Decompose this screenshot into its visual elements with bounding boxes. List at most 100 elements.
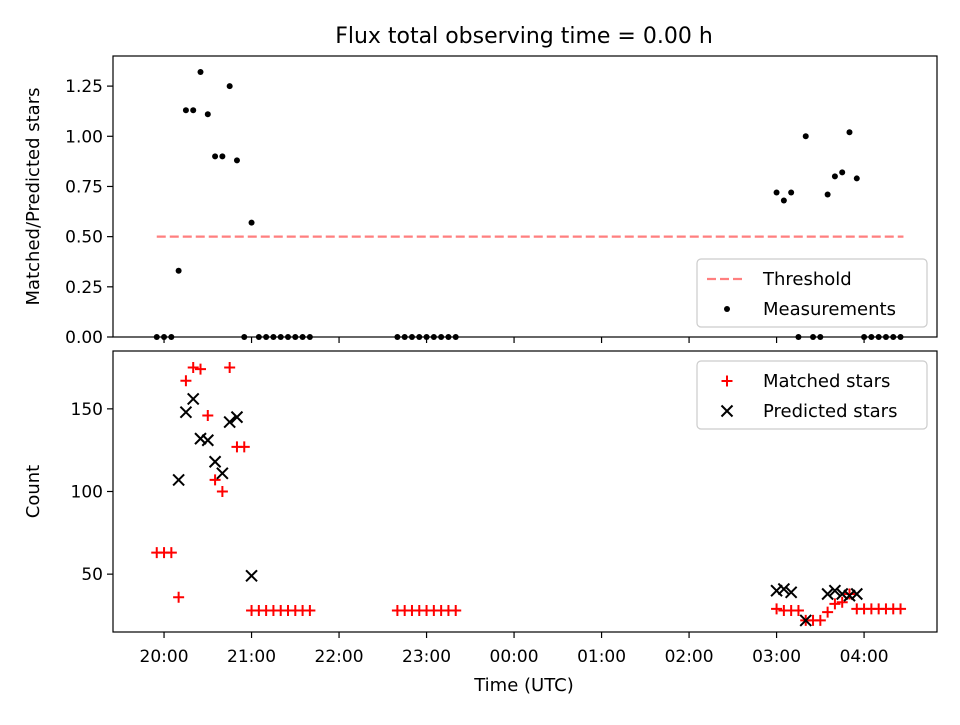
measurement-point [277,334,284,340]
matched-point [195,363,207,375]
matched-point [224,362,236,374]
matched-point [895,603,907,615]
measurement-point [168,334,175,340]
matched-point [238,441,250,453]
measurement-point [853,175,860,182]
measurement-point [255,334,262,340]
y-tick-label: 100 [71,483,103,503]
measurement-point [839,169,846,176]
bottom-axes: 50 100 150 20:00 21:00 22:00 23:00 00:00 01:00 02… [23,350,938,667]
measurement-point [285,334,292,340]
matched-point [187,362,199,374]
legend-measurement-swatch [724,306,730,312]
measurement-point [430,334,437,340]
predicted-point [194,432,207,445]
measurement-point [233,157,240,164]
measurement-point [153,334,160,340]
x-tick-label: 23:00 [402,647,451,667]
matched-point [173,591,185,603]
legend-label: Matched stars [763,371,890,392]
axes-frame [112,55,938,338]
legend: Threshold Measurements [696,258,928,328]
predicted-point [777,582,791,596]
y-axis-label: Matched/Predicted stars [23,88,44,306]
measurement-point [861,334,868,340]
predicted-point [187,392,200,406]
y-tick-label: 1.25 [65,77,103,97]
measurement-point [824,191,831,198]
x-tick-label: 02:00 [665,647,714,667]
predicted-point [172,473,185,487]
measurement-point [423,334,430,340]
matched-point [209,474,221,486]
measurement-point [773,189,780,196]
matched-point [304,605,316,617]
matched-point [180,375,192,387]
legend-matched-swatch [721,375,733,387]
matched-point [216,486,228,497]
y-tick-label: 50 [81,565,103,585]
predicted-point [770,584,783,597]
y-tick-label: 0.00 [65,328,103,348]
matched-point [165,547,177,559]
predicted-point [821,587,834,601]
chart-title: Flux total observing time = 0.00 h [335,24,713,49]
measurement-point [175,267,182,274]
measurement-point [241,334,248,340]
measurement-point [890,334,897,340]
matched-point [450,605,462,617]
measurement-point [452,334,459,340]
x-tick-label: 20:00 [140,647,189,667]
measurement-point [802,133,809,140]
legend-predicted-swatch [720,404,734,418]
y-tick-label: 0.50 [65,228,103,248]
measurement-point [780,197,787,204]
measurement-point [401,334,408,340]
measurement-point [408,334,415,340]
measurement-point [846,129,853,136]
measurement-point [810,334,817,340]
measurement-point [204,111,211,118]
measurement-point [270,334,277,340]
matched-point [202,409,214,421]
measurement-point [161,334,168,340]
predicted-point [850,587,863,601]
x-tick-label: 00:00 [490,647,539,667]
matched-point [822,606,834,618]
measurement-point [219,153,226,160]
measurement-point [438,334,445,340]
predicted-point [201,434,215,447]
measurement-point [831,173,838,180]
measurement-point [182,107,189,114]
measurement-point [263,334,270,340]
matched-point [792,605,804,617]
measurement-point [868,334,875,340]
measurement-point [882,334,889,340]
predicted-point [245,569,258,583]
predicted-point [799,614,812,627]
predicted-point [828,584,842,597]
x-tick-label: 03:00 [752,647,801,667]
legend-box [696,360,928,430]
predicted-point [835,587,849,601]
measurement-point [897,334,904,340]
predicted-point [179,405,193,419]
legend-box [696,258,928,328]
measurement-point [817,334,824,340]
matched-point [836,596,848,608]
matched-point [771,603,783,615]
x-tick-label: 21:00 [227,647,276,667]
measurement-point [299,334,306,340]
measurement-point [788,189,795,196]
top-axes: 0.00 0.25 0.50 0.75 1.00 1.25 Matched/Predicte… [23,55,938,348]
predicted-point [784,586,798,599]
y-tick-label: 150 [71,400,103,420]
x-tick-label: 01:00 [577,647,626,667]
predicted-point [208,455,222,468]
predicted-point [843,589,856,602]
measurement-point [248,219,255,226]
measurement-point [445,334,452,340]
predicted-point [216,467,229,480]
